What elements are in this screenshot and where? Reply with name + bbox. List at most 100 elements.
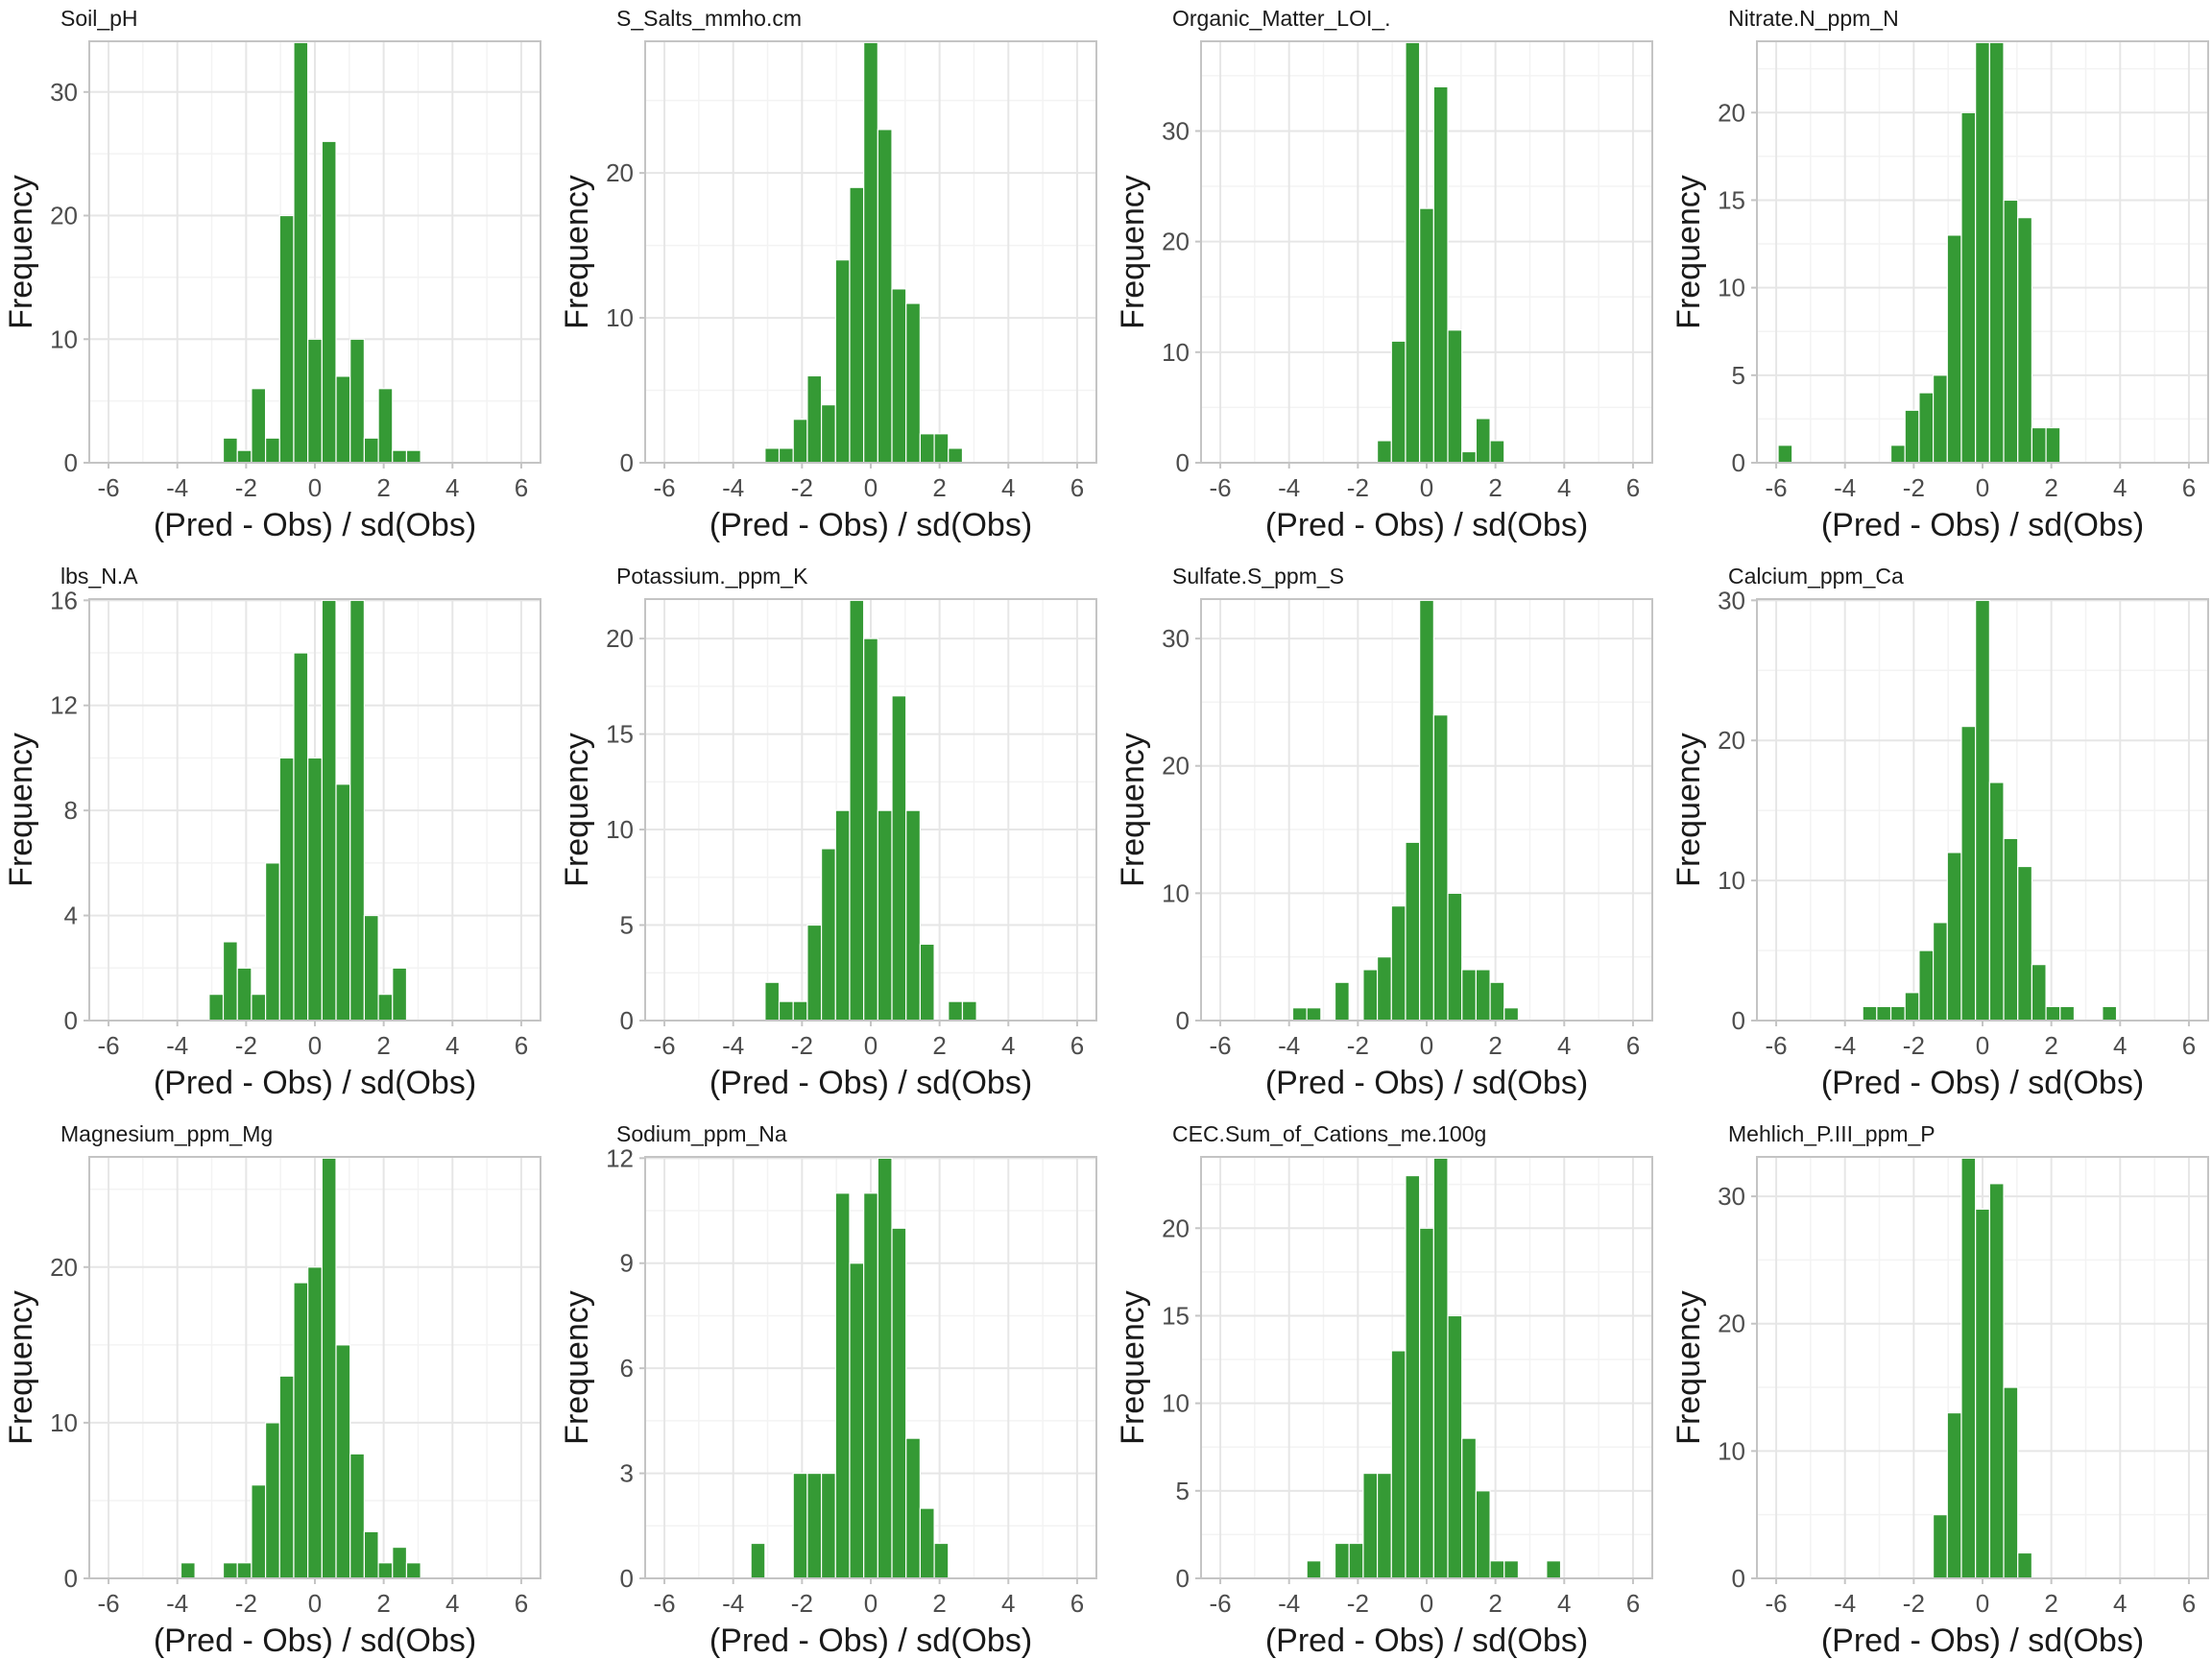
histogram-bar bbox=[293, 41, 309, 464]
histogram-bar bbox=[1489, 440, 1505, 464]
x-tick-label: -6 bbox=[97, 1589, 119, 1618]
panel-title: Nitrate.N_ppm_N bbox=[1728, 6, 1899, 31]
histogram-bar bbox=[1503, 1560, 1520, 1579]
x-axis-label: (Pred - Obs) / sd(Obs) bbox=[709, 1623, 1032, 1659]
histogram-bar bbox=[834, 259, 851, 464]
y-tick-label: 4 bbox=[64, 902, 78, 930]
y-tick-label: 0 bbox=[1732, 1564, 1745, 1593]
histogram-bar bbox=[1475, 969, 1491, 1022]
y-tick-label: 16 bbox=[50, 586, 78, 614]
histogram-bar bbox=[1475, 1490, 1491, 1579]
histogram-bar bbox=[1461, 969, 1478, 1022]
histogram-bar bbox=[806, 374, 823, 464]
x-tick-label: 0 bbox=[1420, 1031, 1433, 1060]
x-tick-label: 4 bbox=[445, 1589, 459, 1618]
histogram-bar bbox=[1405, 841, 1421, 1022]
x-tick-label: -4 bbox=[722, 1589, 744, 1618]
histogram-bar bbox=[948, 447, 964, 464]
histogram-bar bbox=[1975, 41, 1990, 464]
y-tick-label: 10 bbox=[1718, 866, 1745, 895]
y-tick-label: 10 bbox=[1718, 274, 1745, 302]
y-tick-label: 20 bbox=[1162, 1214, 1190, 1242]
histogram-bar bbox=[1960, 726, 1977, 1022]
y-tick-label: 20 bbox=[1162, 228, 1190, 256]
histogram-bar bbox=[1291, 1007, 1308, 1022]
x-tick-label: 4 bbox=[1001, 473, 1015, 502]
x-tick-label: -2 bbox=[791, 473, 813, 502]
y-tick-label: 30 bbox=[1162, 624, 1190, 653]
histogram-bar bbox=[1432, 85, 1449, 464]
histogram-bar bbox=[1975, 599, 1990, 1022]
x-tick-label: 6 bbox=[515, 1031, 528, 1060]
histogram-bar bbox=[792, 1472, 808, 1579]
histogram-bar bbox=[863, 1192, 878, 1579]
histogram-bar bbox=[1777, 445, 1793, 464]
histogram-bar bbox=[1461, 450, 1478, 464]
histogram-bar bbox=[877, 1157, 893, 1579]
histogram-bar bbox=[293, 652, 309, 1022]
x-tick-label: -4 bbox=[1834, 473, 1856, 502]
x-tick-label: -2 bbox=[1903, 473, 1925, 502]
histogram-bar bbox=[933, 433, 950, 464]
histogram-bar bbox=[1489, 1560, 1505, 1579]
histogram-bar bbox=[1975, 1208, 1990, 1579]
histogram-bar bbox=[1904, 409, 1920, 464]
histogram-panel: CEC.Sum_of_Cations_me.100g -6 -4 -2 0 2 4 6 0 5 10… bbox=[1115, 1121, 1653, 1659]
x-tick-label: -4 bbox=[722, 473, 744, 502]
x-tick-label: 4 bbox=[1001, 1589, 1015, 1618]
x-tick-label: 2 bbox=[932, 1031, 946, 1060]
histogram-bar bbox=[863, 41, 878, 464]
y-tick-label: 12 bbox=[606, 1143, 634, 1172]
histogram-bar bbox=[919, 1507, 935, 1579]
y-axis-label: Frequency bbox=[559, 733, 595, 887]
histogram-bar bbox=[2059, 1005, 2076, 1022]
x-tick-label: 0 bbox=[1420, 1589, 1433, 1618]
histogram-bar bbox=[1362, 1472, 1379, 1579]
x-tick-label: 0 bbox=[864, 1031, 878, 1060]
histogram-panel: S_Salts_mmho.cm -6 -4 -2 0 2 4 6 0 10 20 (Pred - Ob… bbox=[559, 6, 1097, 543]
x-tick-label: 0 bbox=[1976, 1589, 1989, 1618]
y-tick-label: 9 bbox=[620, 1249, 634, 1278]
histogram-bar bbox=[2017, 217, 2033, 464]
x-tick-label: -4 bbox=[166, 473, 188, 502]
histogram-bar bbox=[877, 129, 893, 464]
histogram-bar bbox=[2017, 1551, 2033, 1579]
y-tick-label: 12 bbox=[50, 691, 78, 720]
histogram-bar bbox=[307, 338, 323, 464]
histogram-bar bbox=[834, 809, 851, 1022]
histogram-bar bbox=[1503, 1007, 1520, 1022]
x-tick-label: 0 bbox=[1420, 473, 1433, 502]
x-tick-label: 0 bbox=[308, 1031, 322, 1060]
x-tick-label: 4 bbox=[445, 473, 459, 502]
histogram-bar bbox=[1432, 1157, 1449, 1579]
histogram-bar bbox=[335, 783, 351, 1022]
histogram-bar bbox=[349, 1453, 366, 1579]
histogram-bar bbox=[891, 695, 907, 1022]
x-tick-label: 6 bbox=[1626, 1589, 1640, 1618]
y-axis-label: Frequency bbox=[3, 733, 39, 887]
histogram-bar bbox=[1419, 207, 1434, 464]
x-tick-label: -4 bbox=[1834, 1589, 1856, 1618]
histogram-bar bbox=[1419, 599, 1434, 1022]
histogram-bar bbox=[321, 140, 337, 464]
histogram-bar bbox=[236, 449, 252, 464]
x-tick-label: -2 bbox=[791, 1589, 813, 1618]
histogram-bar bbox=[321, 599, 337, 1022]
x-tick-label: -2 bbox=[1347, 1589, 1369, 1618]
x-tick-label: -2 bbox=[235, 1589, 257, 1618]
x-tick-label: 4 bbox=[445, 1031, 459, 1060]
y-axis-label: Frequency bbox=[1671, 1290, 1707, 1445]
x-axis-label: (Pred - Obs) / sd(Obs) bbox=[154, 507, 476, 543]
histogram-bar bbox=[405, 1562, 421, 1579]
y-tick-label: 10 bbox=[606, 303, 634, 332]
histogram-bar bbox=[1376, 956, 1392, 1022]
histogram-bar bbox=[1447, 1314, 1463, 1579]
histogram-bar bbox=[891, 1227, 907, 1579]
histogram-bar bbox=[1904, 992, 1920, 1022]
x-tick-label: 6 bbox=[1626, 1031, 1640, 1060]
panel-title: Soil_pH bbox=[60, 6, 138, 31]
histogram-bar bbox=[222, 437, 238, 464]
y-tick-label: 20 bbox=[1718, 98, 1745, 127]
histogram-bar bbox=[820, 404, 836, 464]
